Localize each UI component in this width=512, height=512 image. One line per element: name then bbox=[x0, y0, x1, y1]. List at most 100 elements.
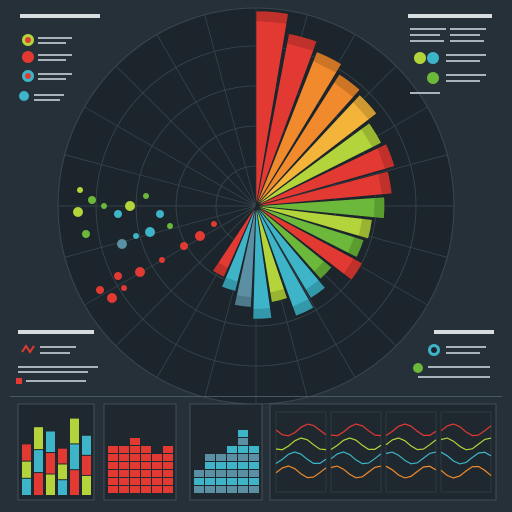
panel1-bar-4-seg-3 bbox=[58, 480, 67, 495]
radial-bar-cap-17 bbox=[252, 308, 272, 320]
panel2-bar-5-block-2 bbox=[152, 478, 162, 485]
scatter-point-12 bbox=[117, 239, 127, 249]
panel3-bar-4-block-5 bbox=[227, 454, 237, 461]
radial-bar-17 bbox=[252, 205, 273, 320]
line-chart-1-series-4 bbox=[275, 465, 327, 479]
radial-bar-7 bbox=[255, 143, 396, 207]
panel2-bar-6-block-4 bbox=[163, 462, 173, 469]
panel3-bar-1-block-1 bbox=[194, 486, 204, 493]
scatter-point-17 bbox=[114, 272, 122, 280]
line-chart-2-series-1 bbox=[330, 423, 382, 437]
panel2-bar-1-block-4 bbox=[108, 462, 118, 469]
panel2-bar-5-block-4 bbox=[152, 462, 162, 469]
panel3-bar-2-block-4 bbox=[205, 462, 215, 469]
panel2-bar-4-block-6 bbox=[141, 446, 151, 453]
panel1-bar-6-seg-2 bbox=[82, 455, 91, 475]
legend-marker-c bbox=[427, 72, 439, 84]
line-chart-3-series-1 bbox=[385, 423, 437, 437]
scatter-point-16 bbox=[121, 285, 127, 291]
radial-bar-cap-18 bbox=[234, 295, 252, 308]
radial-bar-4 bbox=[255, 73, 361, 207]
panel2-bar-3-block-3 bbox=[130, 470, 140, 477]
radial-bar-3 bbox=[255, 51, 342, 207]
radial-bar-12 bbox=[255, 205, 363, 281]
panel3-bar-4-block-6 bbox=[227, 446, 237, 453]
scatter-point-2 bbox=[88, 196, 96, 204]
bottom-divider bbox=[10, 396, 502, 397]
panel2-bar-6-block-1 bbox=[163, 486, 173, 493]
radial-bar-cap-20 bbox=[212, 262, 229, 278]
radial-bar-cap-19 bbox=[221, 277, 238, 292]
radial-bar-cap-16 bbox=[269, 288, 288, 303]
legend-marker-4 bbox=[19, 91, 29, 101]
panel1-bar-3-seg-1 bbox=[46, 431, 55, 452]
line-chart-3-series-4 bbox=[385, 465, 437, 479]
radial-bar-14 bbox=[255, 205, 326, 299]
panel2-bar-2-block-4 bbox=[119, 462, 129, 469]
panel2-bar-4-block-3 bbox=[141, 470, 151, 477]
panel1-bar-4-seg-1 bbox=[58, 448, 67, 464]
scatter-point-4 bbox=[101, 203, 107, 209]
radial-bar-6 bbox=[255, 122, 382, 207]
panel3-bar-4-block-4 bbox=[227, 462, 237, 469]
panel2-bar-5-block-3 bbox=[152, 470, 162, 477]
scatter-point-15 bbox=[107, 293, 117, 303]
legend-heading bbox=[18, 330, 94, 334]
top-left-legend bbox=[19, 14, 100, 101]
radial-bar-8 bbox=[255, 170, 393, 207]
panel1-bar-5-seg-2 bbox=[70, 444, 79, 470]
bar-panel-3 bbox=[189, 403, 263, 501]
scatter-point-5 bbox=[114, 210, 122, 218]
radial-bar-13 bbox=[255, 205, 333, 280]
scatter-point-1 bbox=[77, 187, 83, 193]
panel3-bar-2-block-1 bbox=[205, 486, 215, 493]
legend-heading bbox=[434, 330, 494, 334]
panel1-bar-1-seg-1 bbox=[22, 444, 31, 461]
scatter-point-3 bbox=[73, 207, 83, 217]
radial-bar-cap-7 bbox=[377, 143, 395, 170]
line-chart-1-frame bbox=[275, 411, 327, 493]
panel1-bar-5-seg-3 bbox=[70, 470, 79, 495]
radial-bar-19 bbox=[221, 205, 257, 292]
radial-bar-cap-14 bbox=[305, 280, 326, 299]
panel1-bar-3-seg-3 bbox=[46, 474, 55, 495]
radial-bar-15 bbox=[255, 205, 315, 317]
radial-bar-series bbox=[212, 10, 396, 320]
scatter-point-20 bbox=[180, 242, 188, 250]
panel1-bar-1-seg-2 bbox=[22, 461, 31, 478]
top-right-legend bbox=[408, 14, 492, 94]
radial-bar-5 bbox=[255, 94, 378, 207]
line-chart-2-series-2 bbox=[330, 437, 382, 451]
radial-bar-cap-13 bbox=[313, 261, 332, 280]
panel2-bar-6-block-3 bbox=[163, 470, 173, 477]
panel3-bar-6-block-3 bbox=[249, 470, 259, 477]
panel3-bar-5-block-6 bbox=[238, 446, 248, 453]
scatter-point-13 bbox=[133, 233, 139, 239]
panel2-bar-2-block-6 bbox=[119, 446, 129, 453]
panel3-bar-3-block-2 bbox=[216, 478, 226, 485]
legend-marker-2 bbox=[22, 51, 34, 63]
radial-bar-2 bbox=[255, 33, 318, 207]
panel1-bar-6-seg-3 bbox=[82, 475, 91, 495]
panel2-bar-3-block-1 bbox=[130, 486, 140, 493]
panel3-bar-6-block-6 bbox=[249, 446, 259, 453]
panel3-bar-4-block-1 bbox=[227, 486, 237, 493]
scatter-point-6 bbox=[125, 201, 135, 211]
panel3-bar-6-block-4 bbox=[249, 462, 259, 469]
panel2-bar-4-block-1 bbox=[141, 486, 151, 493]
line-chart-4-series-3 bbox=[440, 451, 492, 465]
panel2-bar-3-block-6 bbox=[130, 446, 140, 453]
panel3-bar-1-block-2 bbox=[194, 478, 204, 485]
line-chart-1-series-2 bbox=[275, 437, 327, 451]
line-chart-4-frame bbox=[440, 411, 492, 493]
panel3-bar-5-block-8 bbox=[238, 430, 248, 437]
radial-bar-cap-6 bbox=[361, 122, 382, 148]
panel2-bar-4-block-5 bbox=[141, 454, 151, 461]
radial-bar-cap-3 bbox=[313, 51, 342, 73]
scatter-point-11 bbox=[82, 230, 90, 238]
line-chart-4-series-4 bbox=[440, 465, 492, 479]
panel2-bar-6-block-2 bbox=[163, 478, 173, 485]
scatter-point-19 bbox=[159, 257, 165, 263]
legend-marker-zigzag bbox=[21, 344, 35, 354]
panel2-bar-3-block-5 bbox=[130, 454, 140, 461]
